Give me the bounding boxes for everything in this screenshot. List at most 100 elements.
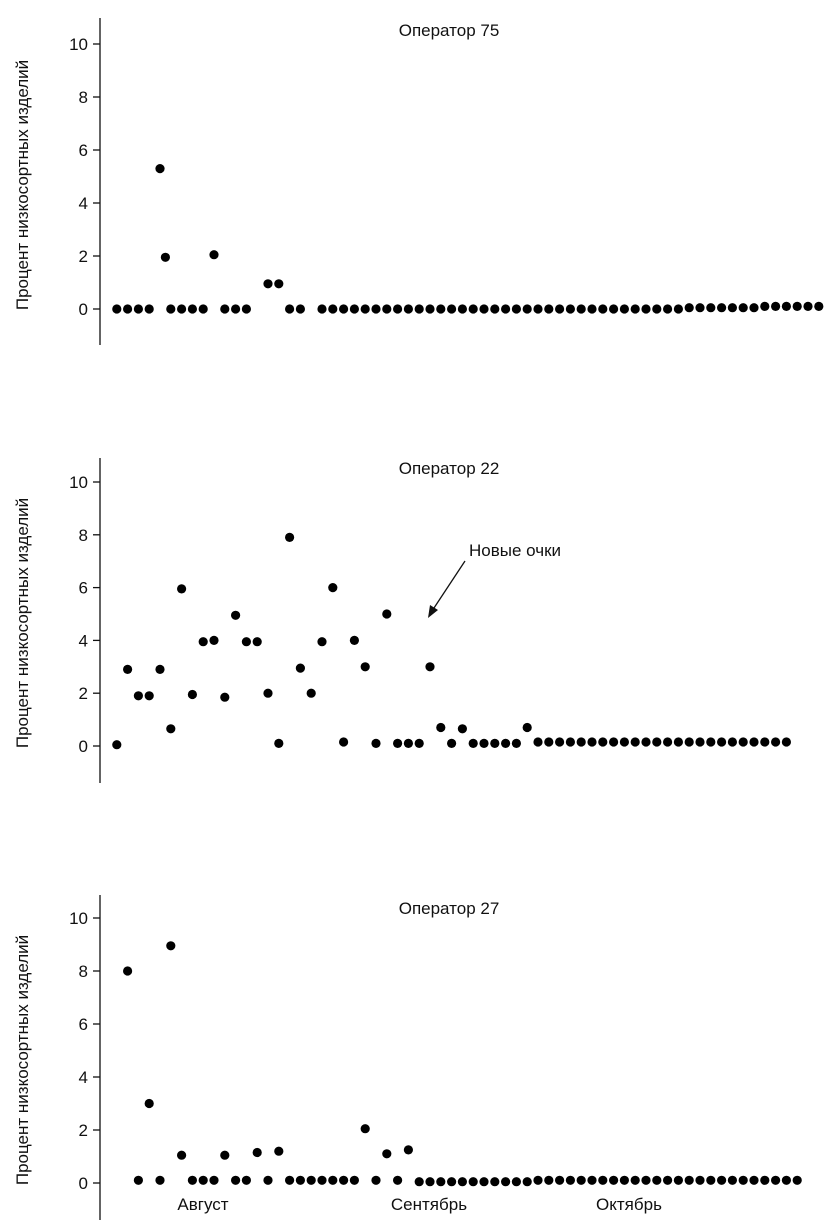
data-point — [393, 304, 403, 314]
data-point — [576, 304, 586, 314]
data-point — [565, 304, 576, 314]
y-tick-label: 10 — [69, 35, 88, 54]
data-point — [112, 304, 122, 314]
y-axis-ticks: 0 2 4 6 8 10 — [69, 473, 100, 756]
data-point — [328, 583, 338, 593]
panel-title: Оператор 27 — [399, 899, 500, 918]
data-point — [544, 737, 554, 747]
y-tick-label: 4 — [79, 1068, 88, 1087]
data-point — [349, 1175, 359, 1185]
data-point — [187, 1175, 197, 1185]
data-point — [522, 304, 532, 314]
data-point — [144, 1098, 154, 1109]
y-axis-ticks: 0 2 4 6 8 10 — [69, 909, 100, 1193]
data-point — [490, 1177, 500, 1187]
data-point — [220, 1150, 230, 1160]
data-point — [274, 738, 284, 749]
data-point — [522, 722, 532, 733]
data-point — [598, 1175, 608, 1185]
data-point — [187, 304, 197, 314]
data-point — [781, 1175, 792, 1185]
y-tick-label: 4 — [79, 194, 88, 213]
panel-operator-27: Оператор 27 Процент низкосортных изделий… — [13, 895, 802, 1220]
data-point — [717, 303, 727, 313]
y-tick-label: 10 — [69, 473, 88, 492]
data-point — [231, 610, 241, 620]
data-point — [144, 691, 154, 701]
data-point — [393, 738, 403, 749]
data-point — [641, 1175, 651, 1185]
data-point — [727, 737, 738, 747]
y-tick-label: 2 — [79, 247, 88, 266]
data-point — [382, 1149, 392, 1159]
data-point — [155, 664, 165, 675]
data-point — [220, 304, 230, 314]
data-point — [717, 1175, 727, 1185]
data-point — [393, 1175, 403, 1185]
data-point — [479, 738, 489, 749]
data-point — [663, 1175, 673, 1185]
data-point — [252, 637, 262, 647]
data-point — [652, 1175, 662, 1185]
data-point — [663, 304, 673, 314]
data-point — [684, 303, 694, 313]
data-point — [231, 304, 241, 314]
data-point — [706, 1175, 716, 1185]
data-point — [209, 250, 219, 260]
data-point — [414, 1177, 424, 1187]
data-point — [177, 304, 187, 314]
data-point — [133, 304, 143, 314]
data-point — [587, 1175, 597, 1185]
data-point — [339, 1175, 349, 1185]
data-point — [160, 252, 170, 262]
data-point — [274, 279, 284, 289]
data-point — [425, 304, 435, 314]
data-point — [285, 532, 295, 543]
data-point — [382, 609, 392, 619]
data-point — [749, 303, 759, 313]
data-point — [738, 1175, 748, 1185]
data-point — [447, 304, 457, 314]
panel-operator-75: Оператор 75 Процент низкосортных изделий… — [13, 18, 824, 345]
data-point — [263, 1175, 273, 1185]
data-point — [425, 662, 435, 672]
month-label-september: Сентябрь — [391, 1195, 467, 1214]
data-point — [490, 304, 500, 314]
data-point — [771, 301, 781, 311]
data-point — [360, 304, 370, 314]
data-point — [360, 662, 370, 672]
data-point — [414, 304, 424, 314]
data-point — [328, 1175, 338, 1185]
data-point — [155, 1175, 165, 1185]
y-axis-ticks: 0 2 4 6 8 10 — [69, 35, 100, 319]
data-point — [468, 738, 478, 749]
data-point — [285, 1175, 295, 1185]
data-point — [371, 1175, 381, 1185]
y-tick-label: 4 — [79, 631, 88, 650]
data-point — [457, 304, 467, 314]
data-point — [814, 301, 824, 311]
data-point — [339, 737, 349, 747]
data-point — [760, 1175, 770, 1185]
y-tick-label: 0 — [79, 1174, 88, 1193]
data-point — [263, 279, 273, 289]
data-point — [555, 737, 565, 747]
data-point — [598, 737, 608, 747]
data-point — [706, 737, 716, 747]
data-point — [123, 664, 133, 675]
data-point — [295, 1175, 305, 1185]
data-point — [717, 737, 727, 747]
data-point — [630, 1175, 640, 1185]
data-point — [619, 1175, 630, 1185]
month-label-august: Август — [177, 1195, 228, 1214]
data-point — [112, 740, 122, 750]
data-point — [382, 304, 392, 314]
data-point — [447, 738, 457, 749]
data-point — [177, 1150, 187, 1160]
data-point — [295, 304, 305, 314]
data-point — [803, 301, 813, 311]
data-point — [695, 1175, 705, 1185]
data-point — [166, 304, 176, 314]
data-points — [112, 532, 792, 750]
data-point — [457, 724, 467, 734]
